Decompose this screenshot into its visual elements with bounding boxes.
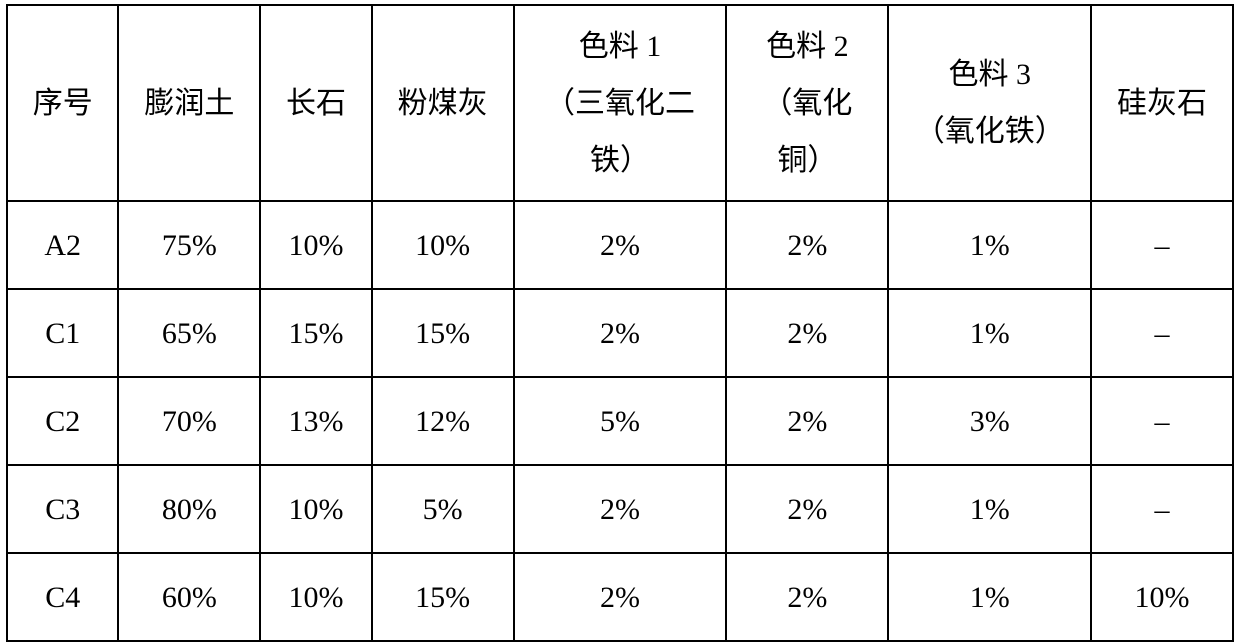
cell-pig1: 2% [514, 201, 727, 289]
col-header-bentonite: 膨润土 [118, 5, 260, 201]
cell-pig2: 2% [726, 377, 888, 465]
cell-seq: C2 [7, 377, 118, 465]
cell-pig1: 2% [514, 465, 727, 553]
cell-bent: 65% [118, 289, 260, 377]
col-header-pigment1: 色料 1 （三氧化二 铁） [514, 5, 727, 201]
cell-pig1: 2% [514, 289, 727, 377]
cell-pig2: 2% [726, 201, 888, 289]
cell-pig3: 1% [888, 465, 1091, 553]
col-header-wollastonite: 硅灰石 [1091, 5, 1233, 201]
cell-seq: C4 [7, 553, 118, 641]
composition-table: 序号 膨润土 长石 粉煤灰 色料 1 （三氧化二 铁） 色料 2 （氧化 铜） [6, 4, 1234, 642]
cell-pig3: 3% [888, 377, 1091, 465]
cell-pig2: 2% [726, 289, 888, 377]
cell-fly: 12% [372, 377, 514, 465]
cell-feld: 15% [260, 289, 371, 377]
cell-pig1: 2% [514, 553, 727, 641]
cell-bent: 75% [118, 201, 260, 289]
table-row: A2 75% 10% 10% 2% 2% 1% – [7, 201, 1233, 289]
cell-pig2: 2% [726, 465, 888, 553]
cell-fly: 5% [372, 465, 514, 553]
table-header-row: 序号 膨润土 长石 粉煤灰 色料 1 （三氧化二 铁） 色料 2 （氧化 铜） [7, 5, 1233, 201]
col-header-feldspar: 长石 [260, 5, 371, 201]
cell-pig3: 1% [888, 553, 1091, 641]
col-header-pigment2: 色料 2 （氧化 铜） [726, 5, 888, 201]
cell-woll: – [1091, 289, 1233, 377]
cell-pig1: 5% [514, 377, 727, 465]
cell-woll: – [1091, 201, 1233, 289]
composition-table-container: 序号 膨润土 长石 粉煤灰 色料 1 （三氧化二 铁） 色料 2 （氧化 铜） [0, 0, 1240, 642]
cell-seq: C3 [7, 465, 118, 553]
cell-feld: 10% [260, 553, 371, 641]
table-row: C4 60% 10% 15% 2% 2% 1% 10% [7, 553, 1233, 641]
cell-feld: 13% [260, 377, 371, 465]
cell-bent: 70% [118, 377, 260, 465]
cell-feld: 10% [260, 465, 371, 553]
col-header-pigment3: 色料 3 （氧化铁） [888, 5, 1091, 201]
cell-pig3: 1% [888, 289, 1091, 377]
cell-seq: C1 [7, 289, 118, 377]
table-row: C2 70% 13% 12% 5% 2% 3% – [7, 377, 1233, 465]
table-row: C1 65% 15% 15% 2% 2% 1% – [7, 289, 1233, 377]
col-header-seq: 序号 [7, 5, 118, 201]
cell-seq: A2 [7, 201, 118, 289]
cell-fly: 15% [372, 553, 514, 641]
cell-pig2: 2% [726, 553, 888, 641]
cell-fly: 10% [372, 201, 514, 289]
cell-bent: 80% [118, 465, 260, 553]
col-header-flyash: 粉煤灰 [372, 5, 514, 201]
cell-woll: – [1091, 465, 1233, 553]
table-row: C3 80% 10% 5% 2% 2% 1% – [7, 465, 1233, 553]
cell-pig3: 1% [888, 201, 1091, 289]
cell-woll: 10% [1091, 553, 1233, 641]
cell-feld: 10% [260, 201, 371, 289]
cell-woll: – [1091, 377, 1233, 465]
cell-bent: 60% [118, 553, 260, 641]
cell-fly: 15% [372, 289, 514, 377]
